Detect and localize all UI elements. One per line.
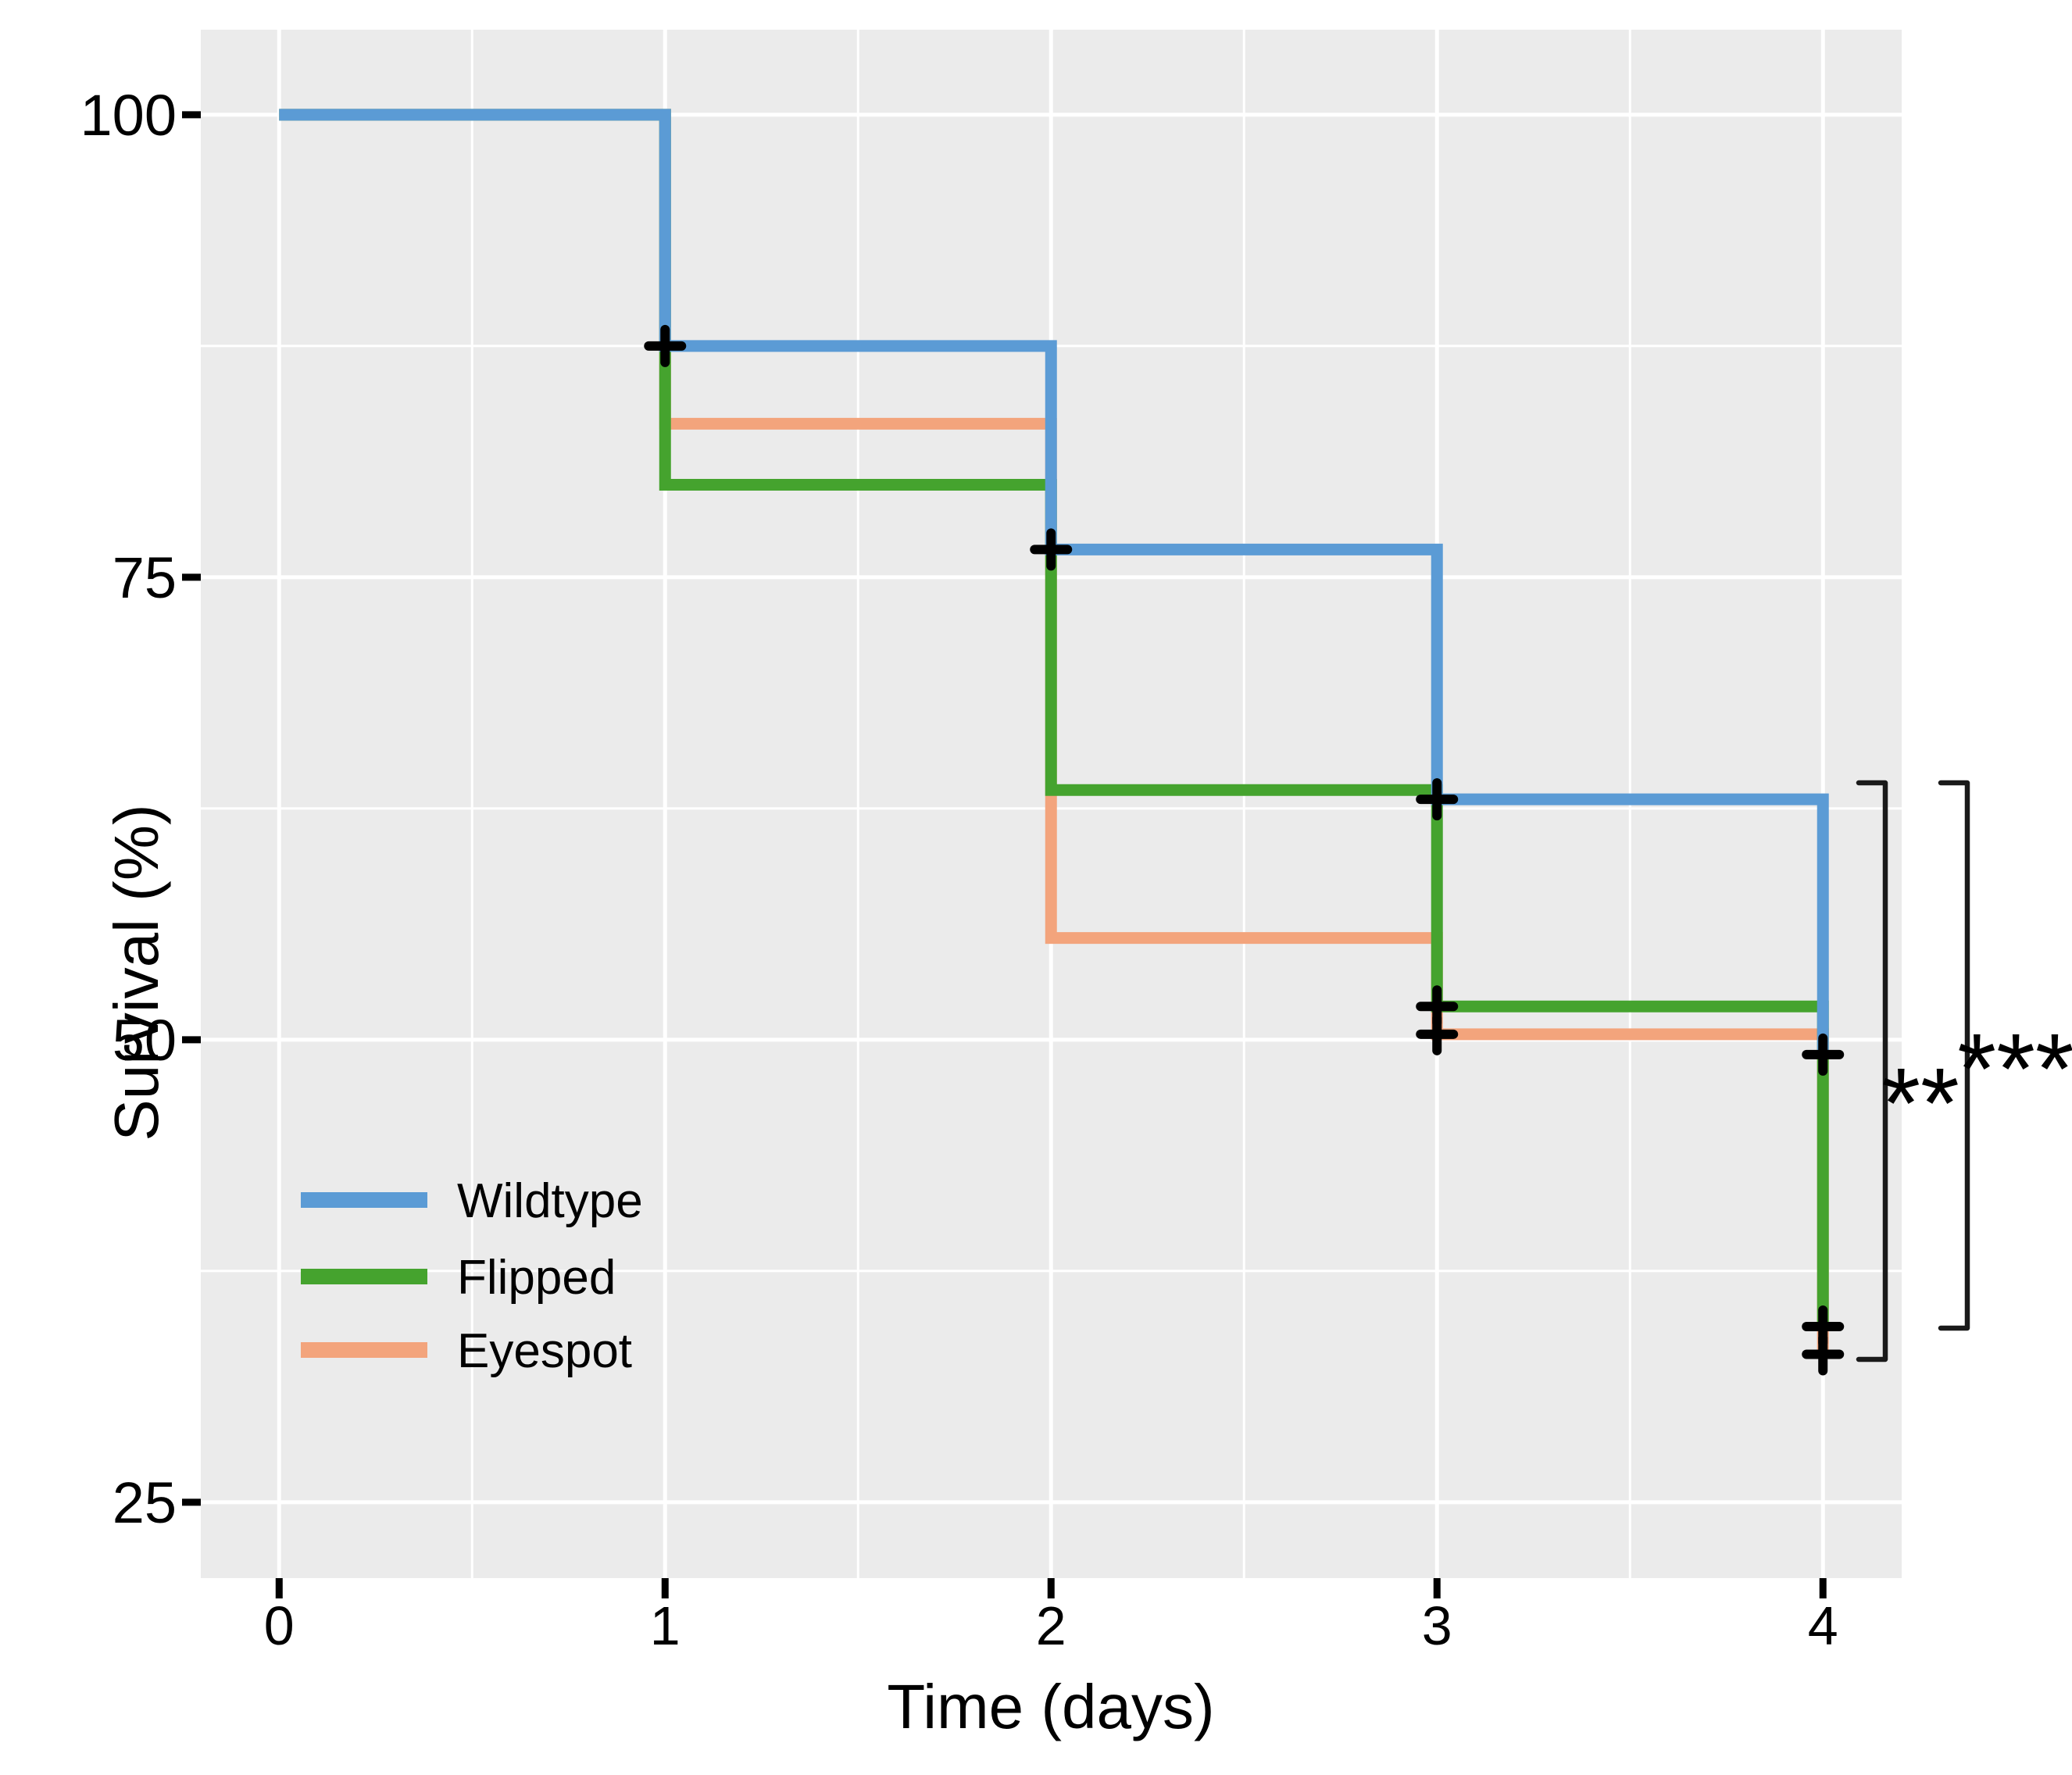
y-tick-label: 100: [80, 83, 177, 148]
significance-stars-2: ***: [1957, 1013, 2072, 1125]
censor-plus-icon-wildtype: [1030, 528, 1073, 571]
legend-label-eyespot: Eyespot: [457, 1324, 632, 1378]
legend-label-flipped: Flipped: [457, 1251, 616, 1305]
axis-ticks: 100 75 50 25 0 1 2 3 4: [80, 83, 1838, 1656]
x-tick-label: 3: [1422, 1595, 1452, 1656]
x-tick-label: 4: [1808, 1595, 1838, 1656]
legend-label-wildtype: Wildtype: [457, 1174, 643, 1228]
significance-annotations: *****: [1856, 780, 2072, 1362]
censor-marks: [644, 324, 1845, 1376]
significance-bracket-1: [1856, 780, 1888, 1362]
censor-plus-icon-wildtype: [1416, 778, 1459, 821]
legend-swatch-eyespot: [301, 1342, 427, 1358]
censor-plus-icon-wildtype: [644, 324, 687, 367]
legend-swatch-flipped: [301, 1269, 427, 1284]
legend: Wildtype Flipped Eyespot: [301, 1174, 643, 1378]
y-axis-title: Survival (%): [102, 804, 171, 1141]
legend-swatch-wildtype: [301, 1192, 427, 1208]
x-tick-label: 0: [264, 1595, 295, 1656]
significance-stars-1: **: [1881, 1048, 1959, 1159]
x-tick-label: 2: [1036, 1595, 1066, 1656]
censor-plus-icon-wildtype: [1802, 1033, 1845, 1076]
x-tick-label: 1: [650, 1595, 681, 1656]
x-axis-title: Time (days): [887, 1672, 1214, 1741]
censor-plus-icon-eyespot: [1802, 1333, 1845, 1376]
y-tick-label: 75: [113, 545, 177, 610]
y-tick-label: 25: [113, 1470, 177, 1535]
censor-plus-icon-eyespot: [1416, 1012, 1459, 1055]
y-tick-label: 50: [113, 1008, 177, 1073]
significance-bracket-2: [1938, 780, 1970, 1331]
